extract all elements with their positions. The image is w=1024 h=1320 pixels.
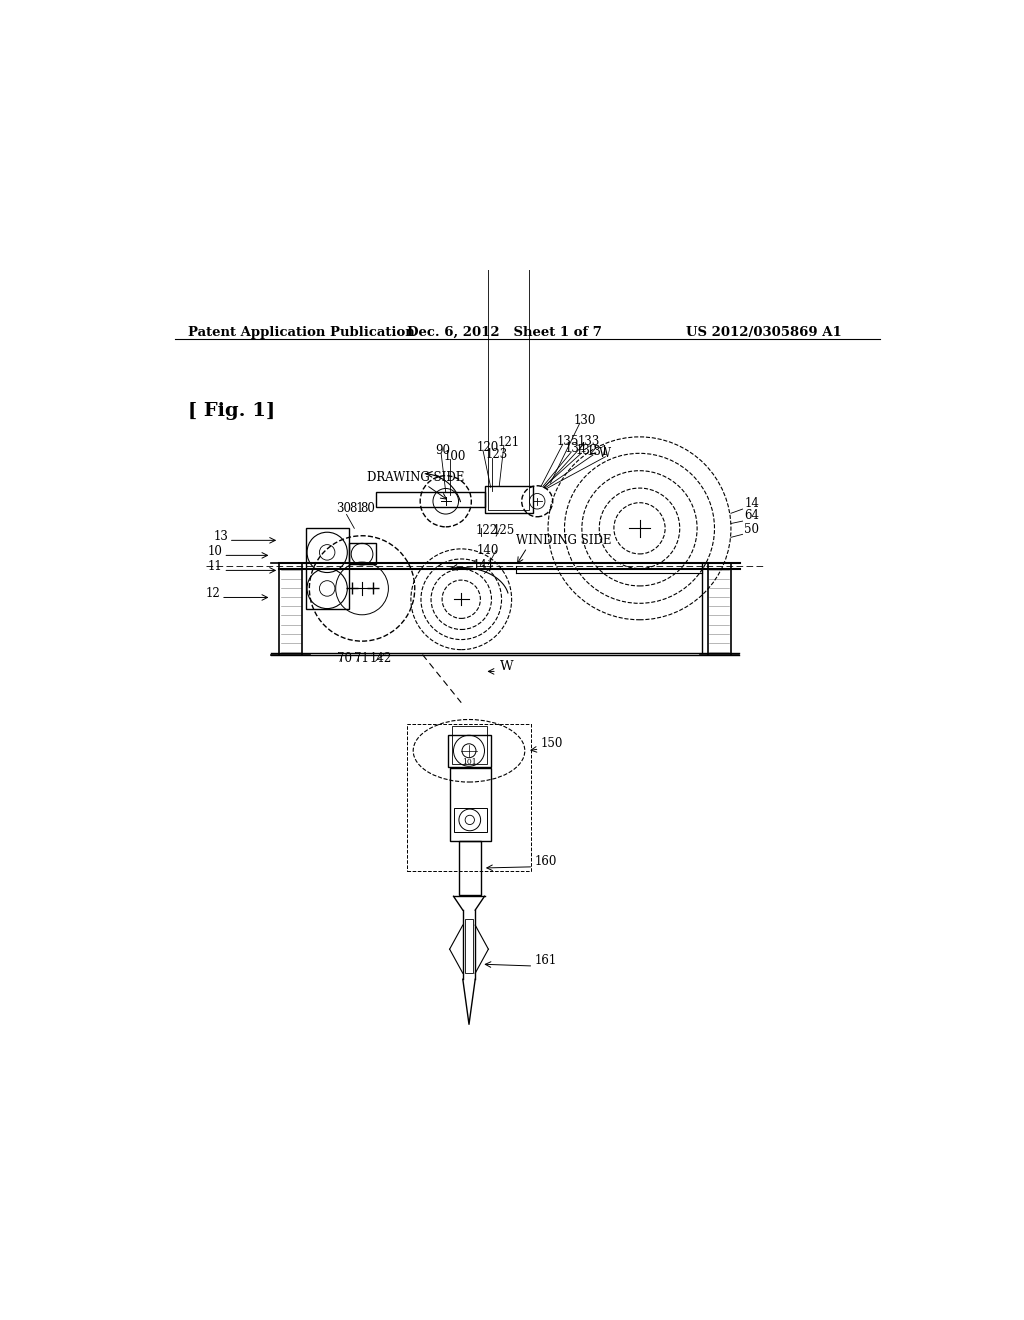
Text: 161: 161 <box>535 954 557 968</box>
Text: Patent Application Publication: Patent Application Publication <box>188 326 415 339</box>
Bar <box>459 841 481 895</box>
Bar <box>454 808 486 832</box>
Text: 122: 122 <box>475 524 498 537</box>
Text: 101: 101 <box>462 758 476 766</box>
Text: 100: 100 <box>443 450 466 463</box>
Text: 11: 11 <box>208 561 222 573</box>
Text: [ Fig. 1]: [ Fig. 1] <box>188 403 275 420</box>
Text: US 2012/0305869 A1: US 2012/0305869 A1 <box>686 326 842 339</box>
Text: 13: 13 <box>213 531 228 544</box>
Bar <box>484 486 532 513</box>
Bar <box>407 723 531 871</box>
Text: 70: 70 <box>337 652 352 665</box>
Text: 123: 123 <box>486 449 508 462</box>
Text: 12: 12 <box>206 587 220 601</box>
Text: 71: 71 <box>354 652 370 665</box>
Text: 120: 120 <box>477 441 499 454</box>
Text: 132: 132 <box>575 444 597 457</box>
Text: 81: 81 <box>349 502 365 515</box>
Text: 125: 125 <box>493 524 514 537</box>
Text: 135: 135 <box>557 434 579 447</box>
Bar <box>452 726 486 764</box>
Bar <box>465 919 473 973</box>
Text: 30: 30 <box>336 502 350 515</box>
Text: 80: 80 <box>360 502 376 515</box>
Bar <box>349 544 376 565</box>
Text: WINDING SIDE: WINDING SIDE <box>515 533 611 546</box>
Text: 130: 130 <box>573 413 596 426</box>
Bar <box>449 734 490 767</box>
Text: W: W <box>599 447 611 461</box>
Text: 10: 10 <box>208 545 222 558</box>
Bar <box>306 528 349 610</box>
Text: 121: 121 <box>498 436 520 449</box>
Text: 140: 140 <box>477 544 499 557</box>
Bar <box>450 768 490 841</box>
Text: DRAWING SIDE: DRAWING SIDE <box>367 471 464 483</box>
Bar <box>376 492 484 507</box>
Text: 50: 50 <box>744 523 759 536</box>
Text: 131: 131 <box>587 445 609 458</box>
Text: 142: 142 <box>370 652 392 665</box>
Text: 64: 64 <box>744 510 759 523</box>
Text: 134: 134 <box>565 442 588 455</box>
Bar <box>488 0 528 511</box>
Text: 160: 160 <box>535 855 557 869</box>
Text: 150: 150 <box>541 737 563 750</box>
Text: W: W <box>500 660 514 673</box>
Text: 141: 141 <box>473 560 496 572</box>
Text: Dec. 6, 2012   Sheet 1 of 7: Dec. 6, 2012 Sheet 1 of 7 <box>407 326 602 339</box>
Text: 133: 133 <box>578 434 600 447</box>
Text: 90: 90 <box>435 444 450 457</box>
Text: 14: 14 <box>744 498 759 511</box>
